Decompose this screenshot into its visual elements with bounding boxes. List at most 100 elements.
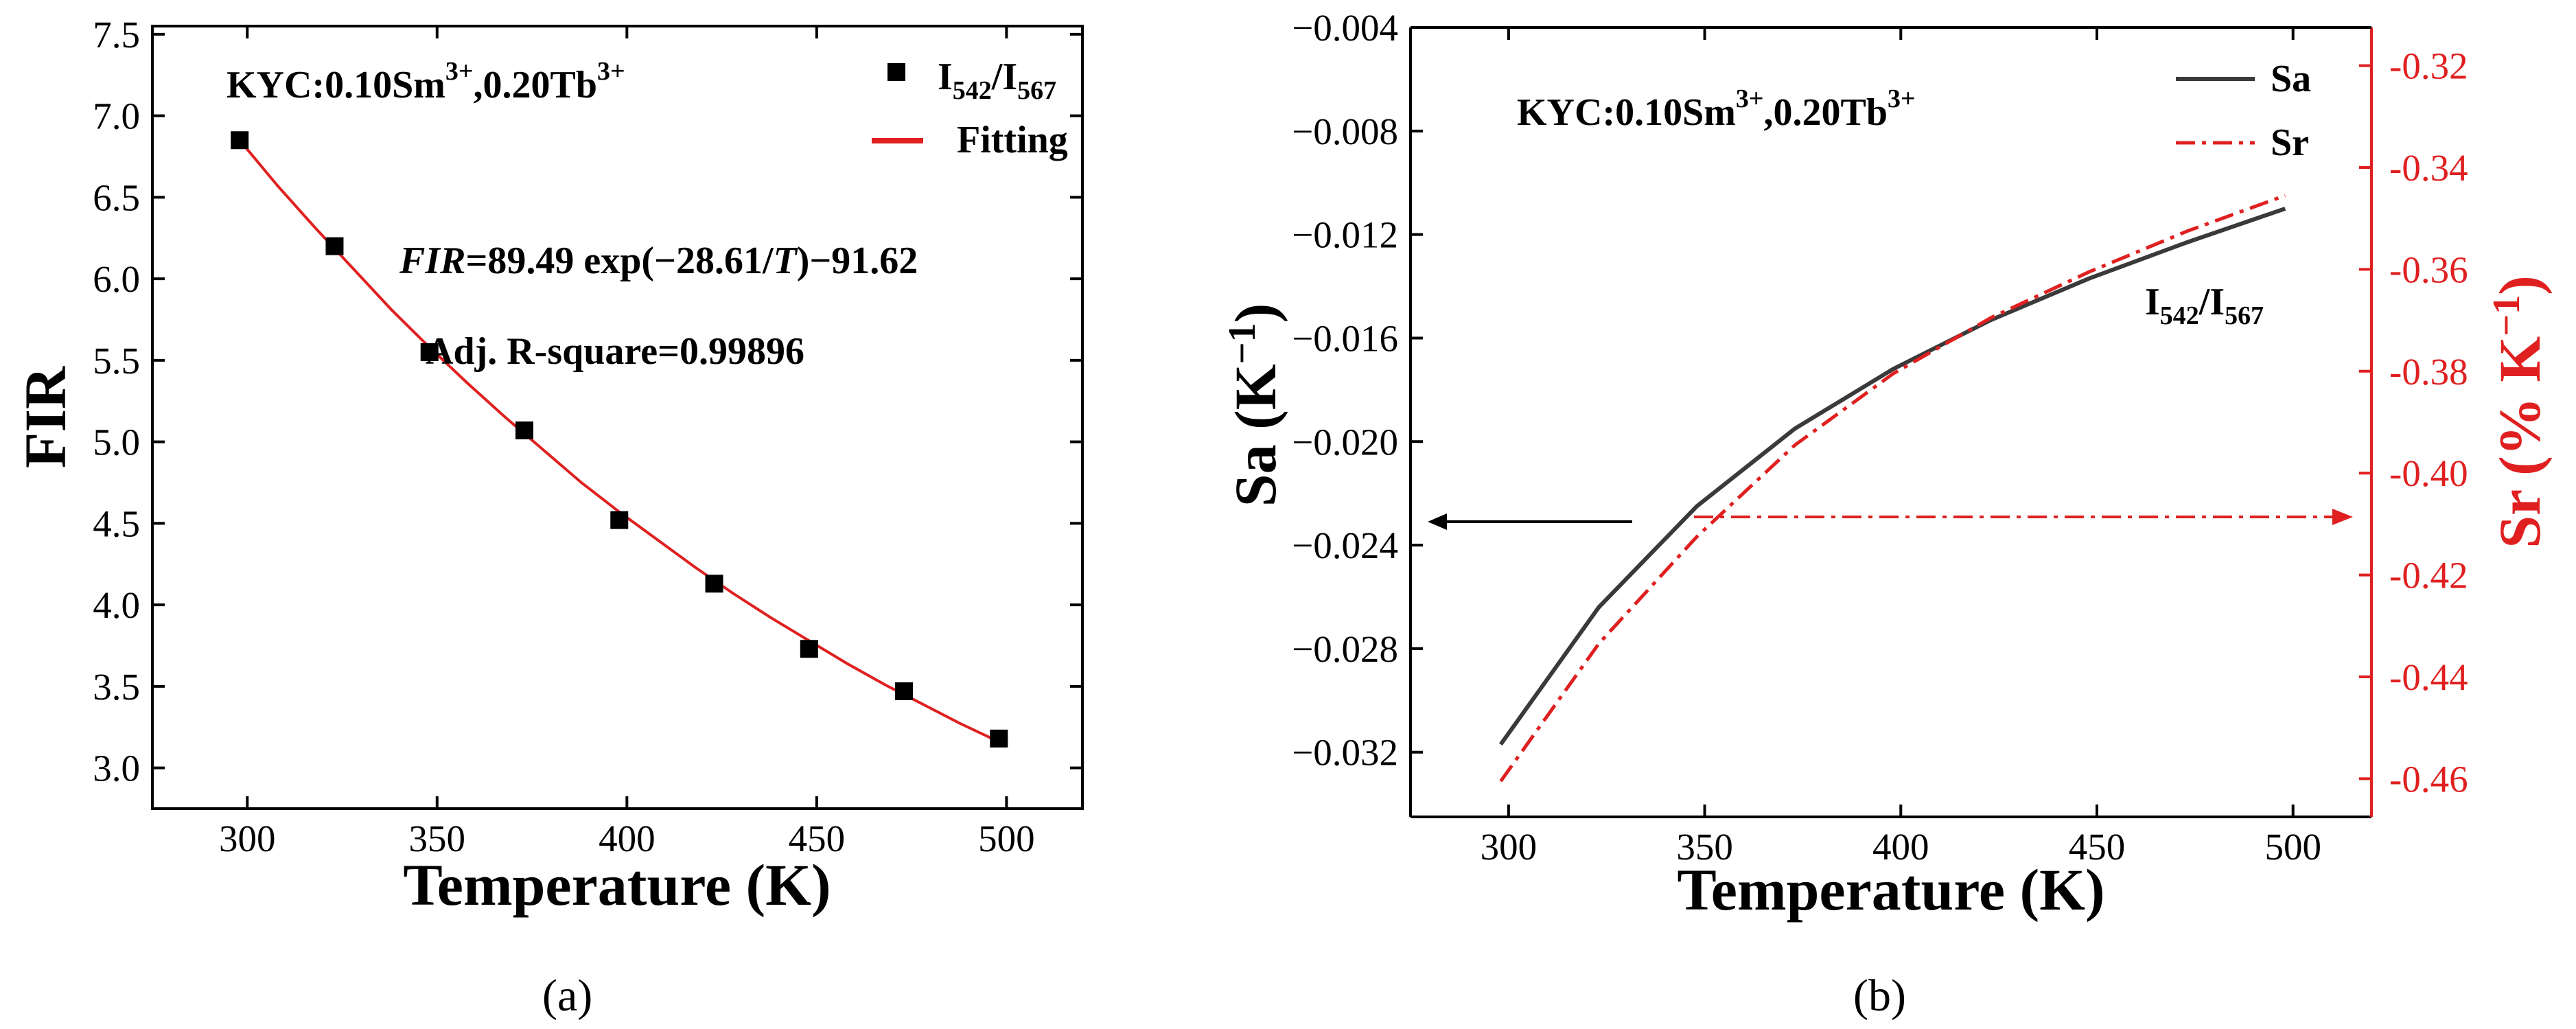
b-left-tick-label: −0.008 xyxy=(1292,111,1398,152)
fir-point xyxy=(895,682,914,700)
b-left-tick-labels: −0.004 −0.008 −0.012 −0.016 −0.020 −0.024 −0.0… xyxy=(1292,7,1398,774)
b-ratio-label: I542/I567 xyxy=(2145,281,2264,330)
b-ratio-base: I xyxy=(2145,281,2160,323)
a-x-tick-label: 450 xyxy=(789,818,846,859)
a-y-tick-label: 4.0 xyxy=(93,584,140,626)
legend-scatter-slash: /I xyxy=(991,56,1017,98)
a-y-tick-label: 7.5 xyxy=(93,14,140,56)
fir-point xyxy=(420,343,439,361)
b-left-tick-label: −0.016 xyxy=(1292,317,1398,359)
fir-point xyxy=(325,237,344,255)
sr-label-base: Sr (% K xyxy=(2487,336,2553,548)
a-y-axis-label: FIR xyxy=(12,366,78,468)
b-right-tick-label: -0.34 xyxy=(2389,147,2468,189)
b-x-tick-label: 500 xyxy=(2264,826,2321,868)
legend-scatter-sub2: 567 xyxy=(1017,76,1056,105)
fit-equation: FIR=89.49 exp(−28.61/T)−91.62 xyxy=(399,240,918,282)
eq-fir: FIR xyxy=(399,240,466,282)
sa-label-sup: −1 xyxy=(1221,323,1264,364)
a-sample-mid: ,0.20Tb xyxy=(474,64,598,106)
sr-line xyxy=(1499,194,2286,783)
legend-scatter-label: I542/I567 xyxy=(938,56,1056,105)
b-right-axis-label: Sr (% K−1) xyxy=(2485,275,2553,548)
sr-arrow-head xyxy=(2332,509,2353,525)
b-sample-mid: ,0.20Tb xyxy=(1764,91,1888,134)
a-x-tick-label: 350 xyxy=(409,818,466,859)
a-sample-base: KYC:0.10Sm xyxy=(227,64,445,106)
a-sample-sup2: 3+ xyxy=(597,57,625,86)
fitting-line xyxy=(238,139,1000,743)
a-y-tick-label: 5.0 xyxy=(93,421,140,463)
b-left-tick-label: −0.004 xyxy=(1292,7,1398,49)
b-x-tick-label: 400 xyxy=(1872,826,1929,868)
sa-arrow-head xyxy=(1428,513,1447,530)
b-x-tick-labels: 300 350 400 450 500 xyxy=(1481,826,2321,868)
b-right-tick-label: -0.46 xyxy=(2389,758,2468,800)
a-y-tick-labels: 3.0 3.5 4.0 4.5 5.0 5.5 6.0 6.5 7.0 7.5 xyxy=(93,14,140,789)
b-x-tick-label: 350 xyxy=(1676,826,1733,868)
b-x-tick-label: 450 xyxy=(2069,826,2126,868)
panel-b: 300 350 400 450 500 −0.004 −0.008 −0.012 −0.016… xyxy=(1221,7,2553,1021)
fir-point xyxy=(990,729,1008,748)
a-y-tick-label: 6.5 xyxy=(93,176,140,218)
legend-scatter-base: I xyxy=(938,56,953,98)
sr-label-close: ) xyxy=(2487,275,2553,295)
a-x-tick-label: 300 xyxy=(219,818,276,859)
a-y-tick-label: 3.0 xyxy=(93,748,140,789)
b-right-tick-labels: -0.32 -0.34 -0.36 -0.38 -0.40 -0.42 -0.44 -0.46 xyxy=(2389,45,2468,800)
legend-fit-label: Fitting xyxy=(957,119,1068,161)
legend-scatter-sub1: 542 xyxy=(953,76,992,105)
legend-sa-label: Sa xyxy=(2271,58,2311,100)
eq-part2: )−91.62 xyxy=(797,240,918,282)
panel-b-label: (b) xyxy=(1853,971,1906,1021)
plot-frame-a xyxy=(151,25,1084,810)
b-right-tick-label: -0.32 xyxy=(2389,45,2468,87)
b-ratio-sub1: 542 xyxy=(2160,301,2199,330)
b-sample-sup2: 3+ xyxy=(1888,84,1916,113)
a-x-tick-labels: 300 350 400 450 500 xyxy=(219,818,1035,859)
a-y-tick-label: 6.0 xyxy=(93,258,140,300)
sa-label-base: Sa (K xyxy=(1222,364,1288,507)
fir-point xyxy=(610,511,629,529)
a-sample-label: KYC:0.10Sm3+,0.20Tb3+ xyxy=(227,57,625,106)
b-left-tick-label: −0.024 xyxy=(1292,524,1398,566)
b-right-tick-label: -0.42 xyxy=(2389,555,2468,597)
b-ratio-slash: /I xyxy=(2198,281,2225,323)
eq-part1: =89.49 exp(−28.61/ xyxy=(466,240,774,282)
sr-label-sup: −1 xyxy=(2485,295,2528,336)
b-sample-base: KYC:0.10Sm xyxy=(1517,91,1736,134)
fir-point xyxy=(800,640,818,658)
b-sample-label: KYC:0.10Sm3+,0.20Tb3+ xyxy=(1517,84,1916,134)
a-y-tick-label: 7.0 xyxy=(93,95,140,137)
fir-points xyxy=(231,131,1008,748)
a-x-axis-label: Temperature (K) xyxy=(403,852,831,918)
panel-a-label: (a) xyxy=(542,971,592,1021)
fir-point xyxy=(515,421,533,439)
sa-line xyxy=(1498,207,2286,746)
b-right-tick-label: -0.44 xyxy=(2389,656,2468,698)
adj-r-square: Adj. R-square=0.99896 xyxy=(426,330,804,373)
b-sample-sup1: 3+ xyxy=(1736,84,1764,113)
panel-a: 300 350 400 450 500 3.0 3.5 4.0 4.5 5.0 5.5 6.0 6.5… xyxy=(12,14,1084,1021)
b-x-tick-label: 300 xyxy=(1481,826,1538,868)
legend-scatter-marker xyxy=(887,63,905,81)
b-left-tick-label: −0.012 xyxy=(1292,214,1398,256)
b-right-tick-label: -0.40 xyxy=(2389,452,2468,494)
a-axis-ticks xyxy=(152,26,1082,809)
b-left-tick-label: −0.020 xyxy=(1292,421,1398,463)
a-y-tick-label: 5.5 xyxy=(93,340,140,382)
fir-point xyxy=(705,575,723,593)
b-right-tick-label: -0.38 xyxy=(2389,351,2468,393)
b-left-tick-label: −0.032 xyxy=(1292,732,1398,774)
a-y-tick-label: 3.5 xyxy=(93,666,140,708)
sa-label-close: ) xyxy=(1222,303,1288,323)
eq-t: T xyxy=(774,240,799,282)
b-left-tick-label: −0.028 xyxy=(1292,628,1398,670)
b-axis-ticks xyxy=(1411,26,2371,817)
b-ratio-sub2: 567 xyxy=(2225,301,2264,330)
b-x-axis-label: Temperature (K) xyxy=(1677,857,2104,923)
b-right-tick-label: -0.36 xyxy=(2389,248,2468,290)
fir-point xyxy=(231,131,249,150)
a-x-tick-label: 400 xyxy=(599,818,655,859)
